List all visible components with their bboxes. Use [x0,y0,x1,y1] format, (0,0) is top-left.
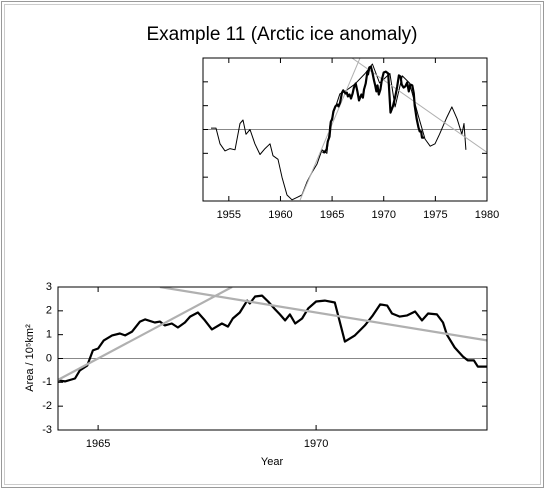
x-tick-label: 1970 [304,438,328,450]
plot-frame [202,57,488,202]
plot-frame [57,286,488,431]
x-tick-label: 1965 [86,438,110,450]
series-line [58,294,487,383]
y-tick-label: -2 [42,400,52,412]
x-tick-label: 1980 [475,209,499,221]
y-tick-label: 1 [46,329,52,341]
x-tick-label: 1970 [371,209,395,221]
x-tick-label: 1965 [320,209,344,221]
chart-title: Example 11 (Arctic ice anomaly) [146,24,417,45]
x-axis-label: Year [261,456,284,468]
series-line [211,63,467,201]
y-tick-label: 0 [46,352,52,364]
y-tick-label: -1 [42,376,52,388]
inner-frame [4,4,541,485]
y-tick-label: -3 [42,424,52,436]
y-axis-label: Area / 10⁵km² [24,324,36,392]
x-tick-label: 1955 [217,209,241,221]
series-line [159,287,487,342]
x-tick-label: 1960 [268,209,292,221]
y-tick-label: 3 [46,281,52,293]
x-tick-label: 1975 [423,209,447,221]
series-line [322,65,425,154]
y-tick-label: 2 [46,305,52,317]
series-line [58,287,233,381]
